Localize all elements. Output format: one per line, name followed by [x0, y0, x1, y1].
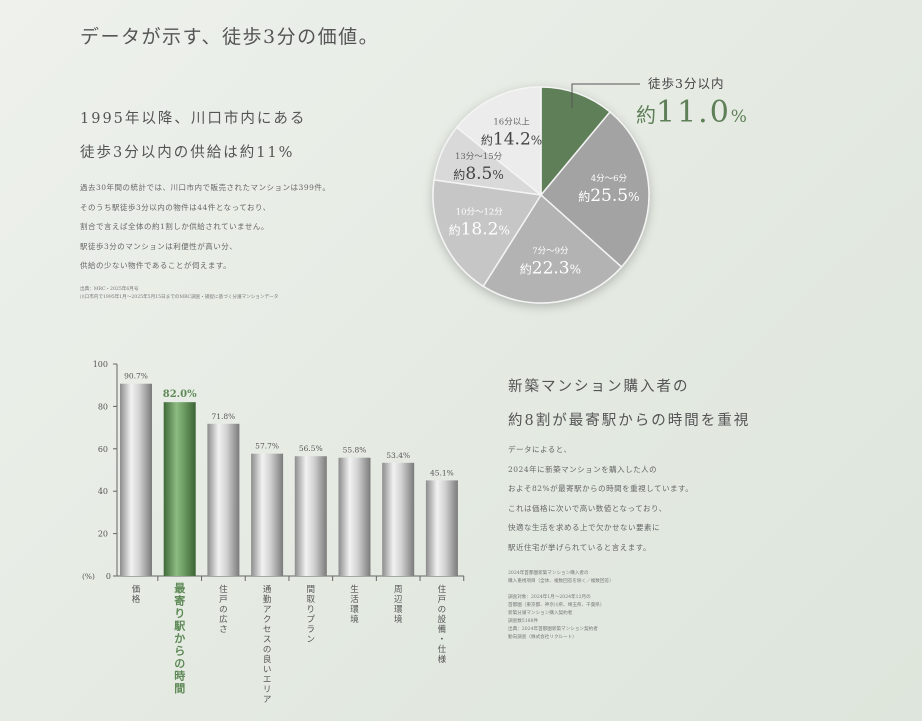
section2-body-line: 2024年に新築マンションを購入した人の: [508, 464, 658, 474]
section1-body-line: そのうち駅徒歩3分以内の物件は44件となっており、: [80, 202, 271, 212]
pie-callout-category: 徒歩3分以内: [648, 76, 724, 91]
section2-body-line: これは価格に次いで高い数値となっており、: [508, 503, 667, 513]
x-category-label: 間取りプラン: [307, 585, 316, 645]
section2-body: データによると、 2024年に新築マンションを購入した人の およそ82%が最寄駅…: [508, 440, 693, 557]
section1-heading: 1995年以降、川口市内にある 徒歩3分以内の供給は約11%: [80, 102, 306, 170]
bar: [207, 423, 240, 576]
y-axis-unit-label: (%): [82, 572, 95, 581]
bar-value-label: 71.8%: [211, 412, 235, 421]
y-tick-label: 20: [98, 530, 108, 539]
pie-slice: [539, 110, 650, 269]
bar: [251, 453, 284, 576]
section2-source-note: 2024年首都圏新築マンション購入者の 購入重視項目（全体、複数回答を除く／複数…: [508, 570, 614, 642]
x-category-label: 最寄り駅からの時間: [173, 582, 186, 695]
bar: [163, 402, 196, 576]
y-tick-label: 40: [98, 487, 108, 496]
pie-category-label: 7分～9分: [532, 246, 569, 256]
pie-category-label: 13分～15分: [455, 152, 503, 162]
y-tick-label: 100: [93, 360, 108, 369]
section1-body-line: 駅徒歩3分のマンションは利便性が高い分、: [80, 241, 238, 251]
pie-category-label: 10分～12分: [456, 208, 504, 218]
section1-body-line: 過去30年間の統計では、川口市内で販売されたマンションは399件。: [80, 183, 331, 192]
bar: [294, 456, 327, 576]
purchase-priority-bar-chart: 20 40 60 80 100 0 (%) 90.7% 価格 82.0% 最寄り駅からの時間 71.…: [82, 360, 465, 705]
pie-slice: [540, 86, 612, 198]
section2-heading-line: 新築マンション購入者の: [508, 379, 690, 395]
section2-note-line: 出典：2024年首都圏新築マンション契約者: [508, 627, 598, 632]
pie-category-label: 4分～6分: [591, 174, 628, 184]
pie-category-label: 16分以上: [493, 118, 530, 128]
x-category-label: 住戸の広さ: [219, 584, 228, 635]
pie-callout-line: [571, 83, 640, 108]
section1-note-line: 川口市内で1995年1月～2025年5月15日までのMRC調査・捕捉に基づく分譲…: [80, 295, 279, 300]
pie-value-label: 約22.3%: [520, 258, 581, 278]
section1-heading-line: 1995年以降、川口市内にある: [80, 111, 307, 127]
bar: [425, 480, 458, 576]
pie-value-label: 約14.2%: [481, 130, 542, 150]
x-category-label: 周辺環境: [394, 585, 403, 625]
pie-value-label: 約8.5%: [453, 164, 503, 184]
x-category-label: 生活環境: [350, 584, 359, 625]
section2-note-line: 動向調査（株式会社リクルート）: [508, 635, 577, 640]
section1-heading-line: 徒歩3分以内の供給は約11%: [80, 145, 295, 161]
section2-note-line: 調査数5188件: [508, 619, 539, 624]
section2-note-line: 新築分譲マンション購入契約者: [508, 611, 573, 616]
section2-body-line: 快適な生活を求める上で欠かせない要素に: [508, 523, 660, 532]
x-category-label: 住戸の設備・仕様: [438, 584, 447, 665]
section2-note-line: 2024年首都圏新築マンション購入者の: [508, 571, 589, 576]
bar-value-label: 82.0%: [163, 389, 197, 400]
bar-value-label: 55.8%: [343, 446, 367, 455]
pie-slice: [482, 193, 623, 304]
x-category-label: 通勤アクセスの良いエリア: [263, 584, 272, 705]
bar-value-label: 57.7%: [255, 442, 279, 451]
pie-value-label: 約25.5%: [578, 186, 639, 206]
pie-callout-value: 約11.0%: [636, 95, 747, 130]
bar: [120, 383, 152, 576]
y-tick-label: 80: [98, 402, 108, 411]
section2-body-line: データによると、: [508, 445, 572, 454]
section2-note-line: 首都圏（東京都、神奈川県、埼玉県、千葉県）: [508, 603, 605, 608]
y-tick-label: 60: [98, 445, 108, 454]
section2-body-line: 駅近住宅が挙げられていると言えます。: [508, 542, 652, 552]
page-title: データが示す、徒歩3分の価値。: [80, 26, 380, 48]
bar-value-label: 53.4%: [386, 451, 410, 460]
pie-slice: [455, 86, 542, 197]
bar: [338, 457, 371, 576]
bar: [382, 462, 415, 576]
section2-heading-line: 約8割が最寄駅からの時間を重視: [508, 413, 751, 429]
section1-body: 過去30年間の統計では、川口市内で販売されたマンションは399件。 そのうち駅徒…: [80, 178, 330, 276]
section1-body-line: 割合で言えば全体の約1割しか供給されていません。: [80, 222, 269, 231]
section1-note-line: 出典：MRC・2025年6月号: [80, 287, 139, 292]
pie-value-label: 約18.2%: [449, 220, 510, 240]
section2-heading: 新築マンション購入者の 約8割が最寄駅からの時間を重視: [508, 370, 750, 438]
bar-value-label: 90.7%: [124, 372, 148, 381]
pie-slice: [432, 179, 543, 288]
section2-note-line: 購入重視項目（全体、複数回答を除く／複数回答）: [508, 579, 614, 584]
bar-value-label: 45.1%: [430, 468, 454, 477]
section1-body-line: 供給の少ない物件であることが伺えます。: [80, 261, 232, 270]
bar-value-label: 56.5%: [299, 444, 323, 453]
section1-source-note: 出典：MRC・2025年6月号 川口市内で1995年1月～2025年5月15日ま…: [80, 286, 278, 302]
y-tick-label: 0: [106, 572, 111, 581]
x-category-label: 価格: [132, 584, 141, 605]
section2-body-line: およそ82%が最寄駅からの時間を重視しています。: [508, 484, 694, 493]
section2-note-line: 調査対象：2024年1月～2024年12月の: [508, 595, 591, 600]
section2-note-line: [508, 586, 614, 594]
